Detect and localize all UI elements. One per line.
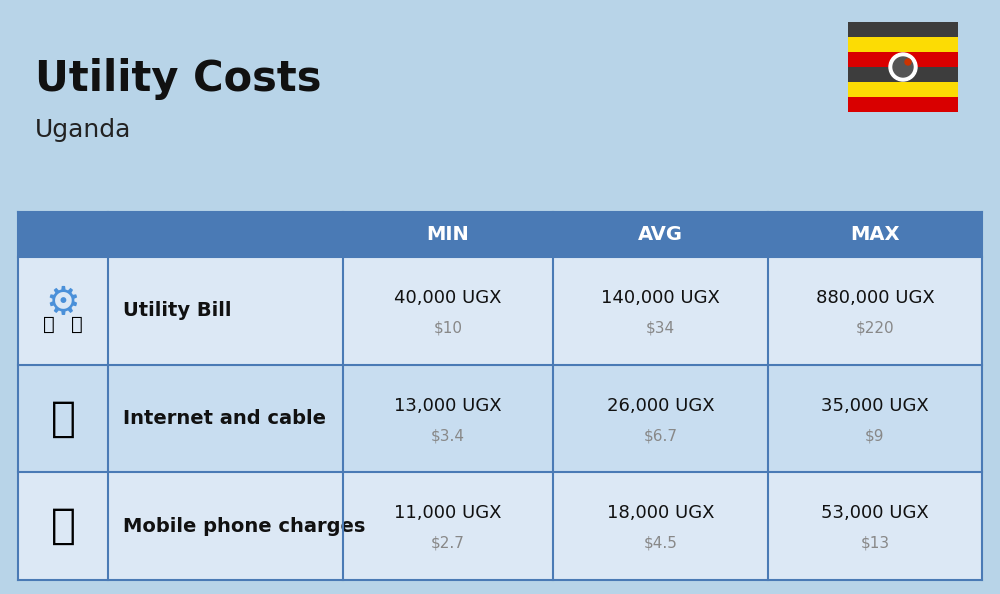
Bar (768, 365, 982, 472)
Text: Utility Costs: Utility Costs (35, 58, 322, 100)
Text: 35,000 UGX: 35,000 UGX (821, 397, 929, 415)
Text: Utility Bill: Utility Bill (123, 301, 232, 320)
Bar (768, 212, 982, 257)
Circle shape (893, 57, 913, 77)
Text: 📡: 📡 (50, 397, 76, 440)
Bar (768, 472, 982, 580)
Text: MIN: MIN (427, 225, 469, 244)
Bar (848, 67, 958, 82)
Bar (18, 212, 108, 257)
Text: $4.5: $4.5 (644, 536, 677, 551)
Text: ⚙: ⚙ (46, 284, 80, 322)
Bar (18, 472, 108, 580)
Bar (553, 212, 768, 257)
Bar (108, 472, 343, 580)
Bar (848, 97, 958, 112)
Text: $34: $34 (646, 321, 675, 336)
Text: Uganda: Uganda (35, 118, 131, 142)
Bar (343, 257, 553, 365)
Bar (18, 365, 108, 472)
Bar (108, 257, 343, 365)
Text: MAX: MAX (850, 225, 900, 244)
Bar (108, 212, 343, 257)
Bar (553, 365, 768, 472)
Circle shape (905, 59, 911, 65)
Text: $10: $10 (434, 321, 462, 336)
Text: 11,000 UGX: 11,000 UGX (394, 504, 502, 522)
Text: 53,000 UGX: 53,000 UGX (821, 504, 929, 522)
Text: 🔌: 🔌 (43, 315, 55, 334)
Bar (553, 472, 768, 580)
Bar (553, 257, 768, 365)
Text: 880,000 UGX: 880,000 UGX (816, 289, 934, 307)
Text: 140,000 UGX: 140,000 UGX (601, 289, 720, 307)
Text: $13: $13 (860, 536, 890, 551)
Text: Mobile phone charges: Mobile phone charges (123, 517, 365, 536)
Text: AVG: AVG (638, 225, 683, 244)
Text: Internet and cable: Internet and cable (123, 409, 326, 428)
Bar (848, 22, 958, 37)
Text: 18,000 UGX: 18,000 UGX (607, 504, 714, 522)
Text: 📱: 📱 (50, 505, 76, 547)
Bar (343, 365, 553, 472)
Text: $6.7: $6.7 (644, 428, 678, 443)
Bar (768, 257, 982, 365)
Text: 26,000 UGX: 26,000 UGX (607, 397, 714, 415)
Bar (848, 82, 958, 97)
Bar (343, 212, 553, 257)
Text: $220: $220 (856, 321, 894, 336)
Text: 💧: 💧 (71, 315, 83, 334)
Text: 40,000 UGX: 40,000 UGX (394, 289, 502, 307)
Text: $2.7: $2.7 (431, 536, 465, 551)
Bar (108, 365, 343, 472)
Text: $3.4: $3.4 (431, 428, 465, 443)
Bar (848, 37, 958, 52)
Circle shape (889, 53, 917, 81)
Text: $9: $9 (865, 428, 885, 443)
Bar (18, 257, 108, 365)
Bar (343, 472, 553, 580)
Text: 13,000 UGX: 13,000 UGX (394, 397, 502, 415)
Bar (848, 52, 958, 67)
